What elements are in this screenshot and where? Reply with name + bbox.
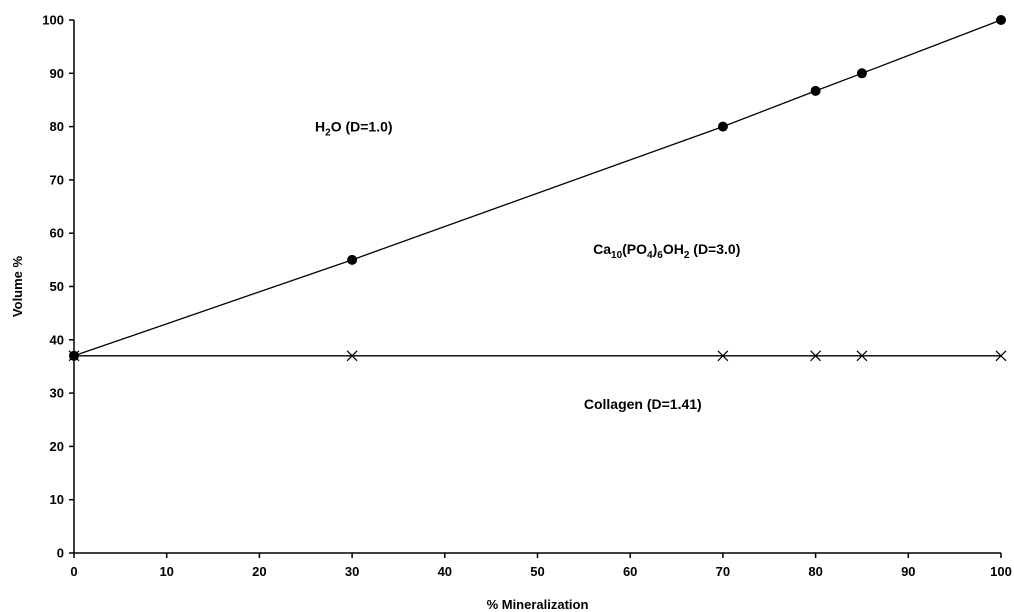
x-tick-label-10: 10: [159, 564, 173, 579]
annotation-water: H2O (D=1.0): [315, 119, 393, 139]
x-tick-label-20: 20: [252, 564, 266, 579]
series-1-point-5: [995, 350, 1007, 362]
x-tick-label-70: 70: [716, 564, 730, 579]
y-tick-label-50: 50: [50, 279, 64, 294]
series-0-point-4: [856, 68, 867, 79]
series-1-point-3: [810, 350, 822, 362]
annotation-mineral: Ca10(PO4)6OH2 (D=3.0): [593, 241, 740, 261]
x-tick-label-40: 40: [438, 564, 452, 579]
y-tick-label-60: 60: [50, 226, 64, 241]
x-tick-label-0: 0: [70, 564, 77, 579]
series-1-point-4: [856, 350, 868, 362]
x-tick-label-60: 60: [623, 564, 637, 579]
y-tick-label-90: 90: [50, 66, 64, 81]
y-tick-label-20: 20: [50, 439, 64, 454]
y-tick-label-40: 40: [50, 332, 64, 347]
series-0-point-1: [347, 254, 358, 265]
series-0-point-2: [717, 121, 728, 132]
annotation-layer: H2O (D=1.0) Ca10(PO4)6OH2 (D=3.0) Collagen…: [315, 119, 740, 412]
x-tick-label-80: 80: [808, 564, 822, 579]
y-tick-label-30: 30: [50, 386, 64, 401]
series-1-point-0: [68, 350, 80, 362]
series-1-point-1: [346, 350, 358, 362]
y-tick-label-0: 0: [57, 546, 64, 561]
y-tick-label-10: 10: [50, 492, 64, 507]
x-tick-label-50: 50: [530, 564, 544, 579]
y-tick-label-80: 80: [50, 119, 64, 134]
x-tick-label-30: 30: [345, 564, 359, 579]
series-1-point-2: [717, 350, 729, 362]
annotation-collagen: Collagen (D=1.41): [584, 396, 702, 412]
x-tick-label-100: 100: [990, 564, 1012, 579]
x-tick-label-90: 90: [901, 564, 915, 579]
y-tick-label-100: 100: [42, 13, 64, 28]
series-layer: [68, 15, 1007, 362]
x-axis-title: % Mineralization: [487, 597, 589, 612]
series-0-point-5: [996, 15, 1006, 25]
axes: 0 10 20 30 40 50 60 70 80 90 100 0 10 20 30 40 50 60 70 80 9…: [10, 13, 1012, 612]
series-0-line: [73, 19, 1002, 357]
series-0-point-3: [810, 85, 821, 96]
y-tick-label-70: 70: [50, 172, 64, 187]
y-axis-title: Volume %: [10, 255, 25, 317]
